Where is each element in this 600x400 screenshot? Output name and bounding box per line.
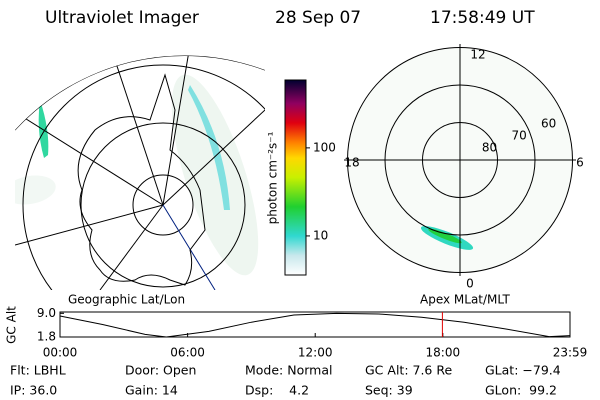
lat-ring-label: 70 [511, 129, 526, 143]
info-field: IP: 36.0 [10, 383, 57, 398]
lat-ring [384, 84, 536, 236]
polar-plot [344, 44, 576, 276]
title-time: 17:58:49 UT [430, 8, 535, 28]
lat-ring-label: 60 [541, 117, 556, 131]
colorbar-tick-label: 100 [313, 140, 336, 154]
altitude-line [59, 312, 571, 338]
mlt-label: 0 [466, 277, 474, 291]
info-field: Mode: Normal [245, 363, 332, 378]
y-tick-label: 1.8 [37, 330, 56, 344]
info-field: Door: Open [125, 363, 196, 378]
info-field: Flt: LBHL [10, 363, 66, 378]
info-field: GC Alt: 7.6 Re [365, 363, 452, 378]
x-tick-label: 18:00 [426, 346, 461, 360]
title-instrument: Ultraviolet Imager [45, 8, 199, 28]
geographic-map [15, 55, 265, 290]
lat-ring [347, 47, 573, 273]
info-field: GLon: 99.2 [485, 383, 557, 398]
info-field: Gain: 14 [125, 383, 178, 398]
x-tick-label: 12:00 [298, 346, 333, 360]
colorbar [284, 79, 307, 276]
mlt-label: 12 [470, 48, 485, 62]
altitude-label: GC Alt [5, 306, 19, 344]
y-tick-label: 9.0 [37, 306, 56, 320]
panel-label: Apex MLat/MLT [420, 293, 510, 307]
lat-ring-label: 80 [482, 141, 497, 155]
x-tick-label: 06:00 [170, 346, 205, 360]
lat-ring [422, 122, 498, 198]
x-tick-label: 23:59 [553, 346, 588, 360]
colorbar-tick-label: 10 [313, 228, 328, 242]
info-field: GLat: −79.4 [485, 363, 561, 378]
info-field: Seq: 39 [365, 383, 413, 398]
mlt-label: 6 [576, 156, 584, 170]
x-tick-label: 00:00 [43, 346, 78, 360]
colorbar-label: photon cm⁻²s⁻¹ [266, 131, 280, 224]
panel-label: Geographic Lat/Lon [68, 293, 185, 307]
info-field: Dsp: 4.2 [245, 383, 309, 398]
title-date: 28 Sep 07 [275, 8, 361, 28]
mlt-label: 18 [344, 156, 359, 170]
